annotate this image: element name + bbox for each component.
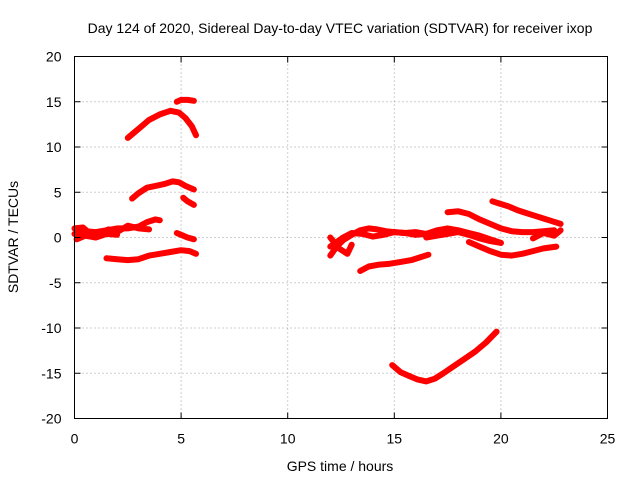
y-tick-label: -10 — [41, 320, 61, 336]
y-tick-label: -5 — [49, 275, 62, 291]
series-line-arc-1 — [124, 107, 199, 141]
series-line-arc-2 — [173, 96, 197, 105]
series-line-arc-7 — [73, 230, 121, 243]
series-line-arc-4 — [180, 194, 197, 208]
x-tick-label: 0 — [71, 431, 79, 447]
series-line-arc-13 — [357, 251, 432, 274]
series-line-arc-16 — [444, 208, 558, 236]
series-line-arc-9 — [103, 247, 199, 264]
x-tick-label: 10 — [280, 431, 296, 447]
y-tick-label: 15 — [46, 94, 62, 110]
series-line-arc-3 — [129, 178, 197, 202]
y-axis-label: SDTVAR / TECUs — [5, 181, 21, 293]
series-line-arc-18 — [489, 198, 564, 227]
x-tick-label: 5 — [177, 431, 185, 447]
x-tick-label: 20 — [493, 431, 509, 447]
x-tick-label: 15 — [387, 431, 403, 447]
series-line-arc-8 — [173, 230, 197, 243]
series-line-arc-17 — [465, 239, 560, 259]
y-tick-label: -15 — [41, 365, 61, 381]
series-line-arc-15 — [423, 229, 504, 246]
series-line-arc-6 — [71, 222, 153, 238]
y-tick-label: -20 — [41, 411, 61, 427]
series-line-arc-19 — [529, 227, 564, 242]
series-line-arc-11 — [327, 229, 419, 250]
grid — [74, 56, 608, 419]
x-tick-label: 25 — [600, 431, 616, 447]
x-axis-label: GPS time / hours — [287, 458, 394, 474]
series-line-arc-20 — [389, 328, 500, 385]
y-tick-label: 0 — [54, 230, 62, 246]
y-tick-label: 10 — [46, 139, 62, 155]
chart-title: Day 124 of 2020, Sidereal Day-to-day VTE… — [88, 20, 593, 36]
series-line-arc-12 — [327, 234, 355, 257]
series-layer — [71, 96, 564, 385]
y-tick-label: 5 — [54, 184, 62, 200]
y-tick-label: 20 — [46, 49, 62, 65]
ticks: 0 5 10 15 20 25 -20 -15 -10 -5 0 5 10 15 20 — [41, 49, 615, 447]
